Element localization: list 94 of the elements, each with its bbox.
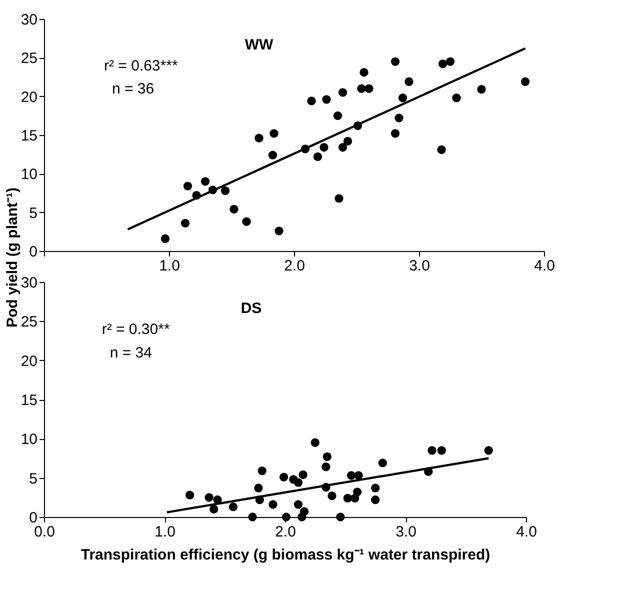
- x-tick-label: 3.0: [396, 524, 416, 540]
- y-tick-label: 25: [20, 50, 38, 68]
- point: [357, 84, 366, 93]
- point: [258, 466, 266, 476]
- y-tick-label: 0: [29, 510, 38, 526]
- point: [484, 446, 493, 455]
- point: [268, 500, 278, 509]
- point: [346, 471, 356, 480]
- point: [298, 470, 308, 480]
- y-tick-label: 0: [29, 244, 38, 260]
- x-tick-label: 2.0: [275, 524, 296, 540]
- point: [160, 234, 170, 243]
- x-tick-label: 4.0: [534, 258, 555, 274]
- annotation: DS: [240, 300, 262, 317]
- point: [352, 488, 362, 496]
- point: [398, 94, 408, 102]
- point: [298, 512, 306, 522]
- y-tick-label: 15: [20, 392, 38, 409]
- annotation: r² = 0.63***: [104, 57, 178, 74]
- point: [322, 462, 330, 472]
- y-tick-label: 5: [29, 204, 38, 222]
- y-tick-label: 20: [20, 88, 38, 106]
- point: [446, 57, 455, 66]
- point: [520, 77, 530, 86]
- point: [270, 129, 278, 138]
- point: [343, 494, 352, 503]
- x-tick-label: 3.0: [409, 258, 430, 274]
- point: [183, 182, 192, 190]
- point: [210, 504, 218, 514]
- point: [378, 458, 387, 468]
- y-tick-label: 30: [20, 274, 38, 292]
- point: [242, 217, 251, 226]
- y-tick-label: 10: [20, 431, 38, 448]
- point: [282, 512, 291, 522]
- x-tick-label: 2.0: [284, 258, 305, 274]
- point: [228, 502, 238, 512]
- point: [180, 218, 190, 228]
- point: [220, 186, 230, 195]
- point: [254, 484, 263, 492]
- point: [254, 134, 264, 142]
- point: [360, 68, 368, 77]
- point: [279, 472, 288, 482]
- point: [204, 493, 214, 502]
- point: [322, 452, 332, 462]
- point: [394, 114, 404, 122]
- point: [328, 492, 336, 500]
- y-tick-label: 30: [20, 12, 38, 28]
- point: [200, 177, 210, 186]
- point: [364, 84, 374, 93]
- point: [371, 484, 380, 492]
- x-tick-label: 4.0: [516, 524, 537, 540]
- y-tick-label: 25: [20, 314, 38, 331]
- point: [354, 471, 363, 480]
- point: [307, 96, 316, 106]
- point: [230, 204, 238, 214]
- point: [333, 111, 342, 120]
- y-tick-label: 20: [20, 352, 38, 370]
- point: [322, 95, 331, 104]
- x-tick-label: 0.0: [34, 524, 55, 540]
- annotation: n = 34: [110, 344, 152, 362]
- point: [390, 129, 400, 138]
- annotation: n = 36: [112, 80, 154, 98]
- point: [437, 446, 446, 455]
- point: [437, 145, 446, 154]
- x-axis-title: Transpiration efficiency (g biomass kg⁻¹ water transpired): [80, 546, 490, 564]
- point: [371, 495, 380, 504]
- y-tick-label: 10: [20, 166, 38, 184]
- point: [294, 478, 303, 487]
- point: [334, 194, 344, 203]
- point: [343, 136, 352, 146]
- point: [404, 77, 414, 86]
- annotation: WW: [244, 36, 274, 54]
- point: [248, 512, 257, 522]
- y-tick-label: 15: [20, 128, 38, 144]
- point: [320, 143, 328, 152]
- point: [477, 85, 486, 94]
- y-tick-label: 5: [29, 470, 38, 488]
- point: [338, 88, 348, 97]
- point: [313, 152, 322, 161]
- point: [438, 60, 448, 68]
- point: [452, 94, 461, 102]
- x-tick-label: 1.0: [159, 258, 180, 274]
- annotation: r² = 0.30**: [102, 321, 170, 338]
- point: [274, 226, 284, 236]
- point: [390, 57, 400, 66]
- point: [268, 150, 278, 160]
- x-tick-label: 1.0: [154, 524, 176, 540]
- point: [185, 490, 194, 500]
- point: [294, 500, 303, 509]
- point: [338, 143, 348, 152]
- y-axis-title: Pod yield (g plant⁻¹): [4, 188, 21, 328]
- point: [310, 438, 320, 447]
- point: [428, 446, 436, 455]
- point: [336, 512, 345, 522]
